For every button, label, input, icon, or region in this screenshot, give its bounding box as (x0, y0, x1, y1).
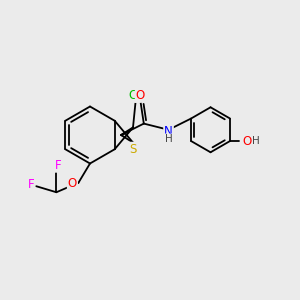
Text: F: F (28, 178, 34, 191)
Text: S: S (129, 143, 137, 156)
Text: N: N (164, 125, 173, 138)
Text: O: O (242, 134, 251, 148)
Text: O: O (68, 177, 77, 190)
Text: H: H (165, 134, 172, 144)
Text: Cl: Cl (128, 89, 140, 102)
Text: H: H (252, 136, 260, 146)
Text: F: F (55, 159, 61, 172)
Text: O: O (136, 89, 145, 102)
